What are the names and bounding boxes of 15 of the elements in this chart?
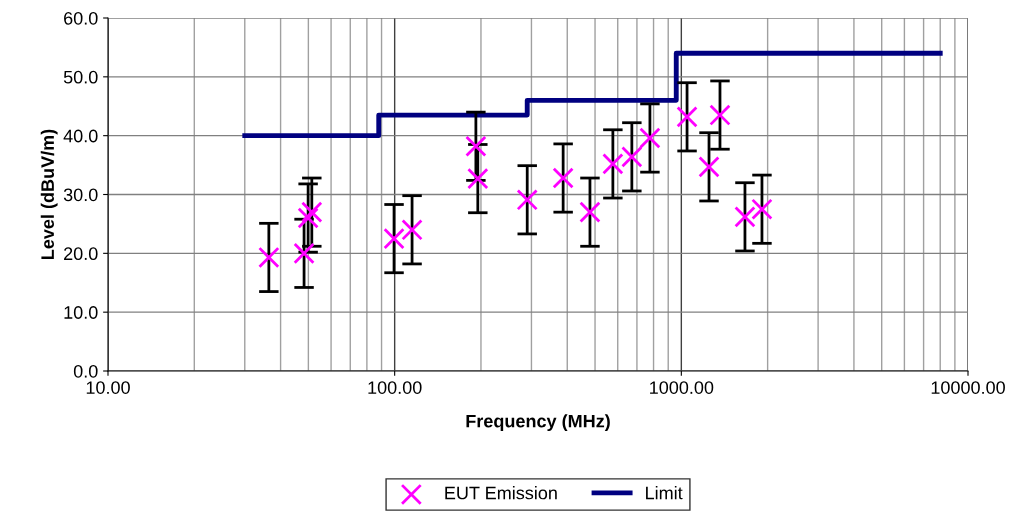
y-tick-label: 50.0 xyxy=(63,70,98,84)
y-tick-label: 20.0 xyxy=(64,247,98,261)
y-tick-label: 60.0 xyxy=(64,11,98,25)
x-tick-label: 10000.00 xyxy=(931,381,1005,394)
y-tick-label: 10.0 xyxy=(64,306,98,319)
y-tick-label: 30.0 xyxy=(63,188,98,202)
y-tick-label: 40.0 xyxy=(63,129,98,143)
y-axis-title: Level (dBuV/m) xyxy=(40,129,58,259)
x-tick-label: 10.00 xyxy=(86,381,130,394)
y-tick-label: 0.0 xyxy=(73,364,98,378)
legend-label: Limit xyxy=(646,486,683,500)
x-tick-label: 1000.00 xyxy=(650,381,714,394)
x-axis-title: Frequency (MHz) xyxy=(466,414,610,432)
legend-label: EUT Emission xyxy=(445,486,557,500)
x-tick-label: 100.00 xyxy=(368,381,422,394)
